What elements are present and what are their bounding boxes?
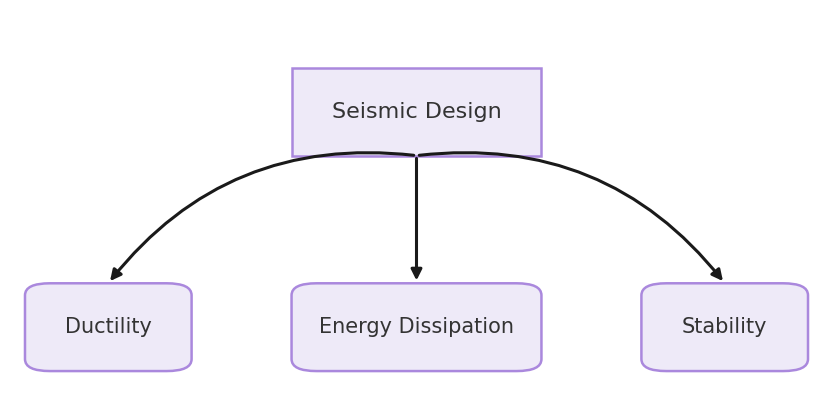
FancyBboxPatch shape xyxy=(25,283,192,371)
Text: Energy Dissipation: Energy Dissipation xyxy=(319,317,514,337)
Text: Stability: Stability xyxy=(682,317,767,337)
FancyBboxPatch shape xyxy=(292,283,541,371)
Text: Ductility: Ductility xyxy=(65,317,152,337)
Text: Seismic Design: Seismic Design xyxy=(332,102,501,122)
FancyBboxPatch shape xyxy=(292,68,541,156)
FancyBboxPatch shape xyxy=(641,283,808,371)
